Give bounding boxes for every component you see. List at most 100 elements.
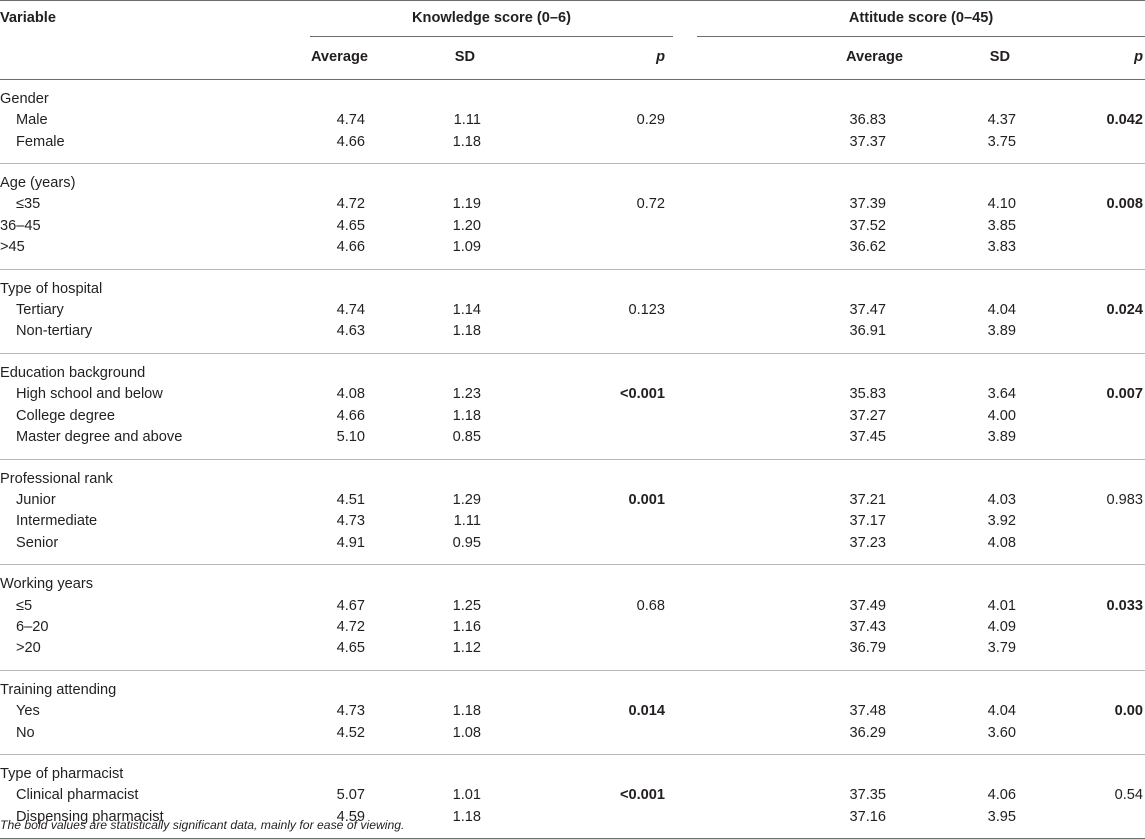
knowledge-sd-cell: 1.18	[452, 407, 481, 424]
knowledge-p-cell	[513, 216, 673, 237]
empty-cell	[513, 353, 673, 384]
attitude-average-cell: 37.39	[849, 196, 887, 213]
empty-cell	[368, 670, 513, 701]
empty-cell	[262, 565, 368, 596]
row-label: Junior	[16, 491, 56, 508]
table-row: ≤35 4.72 1.19 0.72 37.39 4.10 0.008	[0, 194, 1145, 215]
knowledge-p-cell	[513, 638, 673, 670]
spacer-cell	[673, 300, 779, 321]
knowledge-sd-cell: 1.14	[452, 302, 481, 319]
knowledge-average-cell: 4.65	[336, 640, 365, 657]
attitude-average-cell: 36.79	[849, 640, 887, 657]
table-row: Junior 4.51 1.29 0.001 37.21 4.03 0.983	[0, 490, 1145, 511]
knowledge-average-cell: 4.66	[336, 133, 365, 150]
table-row: Intermediate 4.73 1.11 37.17 3.92	[0, 511, 1145, 532]
spacer-cell	[673, 617, 779, 638]
empty-cell	[673, 353, 779, 384]
empty-cell	[368, 353, 513, 384]
knowledge-sd-cell: 0.95	[452, 534, 481, 551]
empty-cell	[1048, 670, 1145, 701]
attitude-average-cell: 37.35	[849, 787, 887, 804]
knowledge-p-cell: 0.72	[636, 196, 666, 213]
knowledge-sd-cell: 1.11	[453, 112, 481, 129]
attitude-group-label: Attitude score (0–45)	[697, 8, 1145, 38]
empty-cell	[513, 459, 673, 490]
attitude-sd-cell: 3.60	[987, 724, 1017, 741]
empty-cell	[1048, 459, 1145, 490]
knowledge-p-cell	[513, 617, 673, 638]
empty-cell	[513, 565, 673, 596]
row-label: Tertiary	[16, 302, 64, 319]
empty-cell	[903, 565, 1048, 596]
empty-cell	[673, 459, 779, 490]
empty-cell	[513, 269, 673, 300]
attitude-group-header: Attitude score (0–45)	[697, 0, 1145, 45]
attitude-sd-cell: 4.09	[987, 618, 1017, 635]
attitude-average-cell: 37.21	[849, 491, 887, 508]
spacer-cell	[673, 406, 779, 427]
table-row: Tertiary 4.74 1.14 0.123 37.47 4.04 0.024	[0, 300, 1145, 321]
knowledge-group-header: Knowledge score (0–6)	[262, 0, 674, 45]
attitude-sd-cell: 4.37	[987, 112, 1017, 129]
spacer-cell	[673, 110, 779, 131]
attitude-p-cell	[1048, 617, 1145, 638]
attitude-average-cell: 37.52	[849, 217, 887, 234]
empty-cell	[779, 269, 903, 300]
table-row: Male 4.74 1.11 0.29 36.83 4.37 0.042	[0, 110, 1145, 131]
attitude-sd-header: SD	[989, 49, 1011, 66]
group-header-row: Age (years)	[0, 164, 1145, 195]
knowledge-average-cell: 4.74	[336, 112, 365, 129]
header-row-columns: Average SD p Average SD p	[0, 44, 1145, 80]
knowledge-sd-cell: 1.01	[452, 787, 481, 804]
empty-cell	[262, 164, 368, 195]
empty-cell	[1048, 164, 1145, 195]
row-label: >20	[16, 640, 41, 657]
row-label: ≤5	[16, 597, 33, 614]
knowledge-average-cell: 4.63	[336, 323, 365, 340]
attitude-average-cell: 36.29	[849, 724, 887, 741]
knowledge-sd-cell: 1.11	[453, 513, 481, 530]
spacer-header-2	[673, 44, 779, 79]
attitude-average-cell: 36.83	[849, 112, 887, 129]
knowledge-sd-cell: 1.18	[452, 323, 481, 340]
group-label: Type of pharmacist	[0, 765, 124, 782]
empty-cell	[779, 459, 903, 490]
empty-cell	[903, 79, 1048, 110]
empty-cell	[262, 459, 368, 490]
row-label: 36–45	[0, 217, 41, 234]
empty-cell	[262, 754, 368, 785]
table-row: Female 4.66 1.18 37.37 3.75	[0, 132, 1145, 164]
row-label: ≤35	[16, 196, 41, 213]
attitude-average-cell: 37.16	[779, 806, 904, 839]
attitude-p-cell: 0.007	[1106, 386, 1144, 403]
knowledge-p-cell: 0.123	[628, 302, 666, 319]
group-label: Working years	[0, 576, 93, 593]
knowledge-average-cell: 4.72	[336, 196, 365, 213]
knowledge-sd-cell: 1.18	[452, 703, 481, 720]
empty-cell	[1048, 754, 1145, 785]
spacer-cell	[673, 638, 779, 670]
spacer-cell	[673, 194, 779, 215]
knowledge-average-cell: 4.51	[336, 491, 365, 508]
spacer-cell	[673, 132, 779, 164]
empty-cell	[673, 670, 779, 701]
table-row: Master degree and above 5.10 0.85 37.45 3.89	[0, 427, 1145, 459]
empty-cell	[779, 79, 903, 110]
table-row: Senior 4.91 0.95 37.23 4.08	[0, 533, 1145, 565]
row-label: Master degree and above	[16, 429, 183, 446]
group-header-row: Type of pharmacist	[0, 754, 1145, 785]
knowledge-p-cell: 0.68	[636, 597, 666, 614]
row-label: Dispensing pharmacist	[0, 806, 262, 839]
empty-cell	[903, 353, 1048, 384]
empty-cell	[1048, 565, 1145, 596]
attitude-average-cell: 37.27	[849, 407, 887, 424]
attitude-average-cell: 37.47	[849, 302, 887, 319]
attitude-p-cell	[1048, 533, 1145, 565]
empty-cell	[513, 164, 673, 195]
table-row: Clinical pharmacist 5.07 1.01 <0.001 37.35 4.…	[0, 785, 1145, 806]
knowledge-p-cell	[513, 427, 673, 459]
knowledge-p-cell: 0.001	[628, 491, 666, 508]
attitude-p-cell: 0.00	[1114, 703, 1144, 720]
attitude-sd-cell: 4.08	[987, 534, 1017, 551]
